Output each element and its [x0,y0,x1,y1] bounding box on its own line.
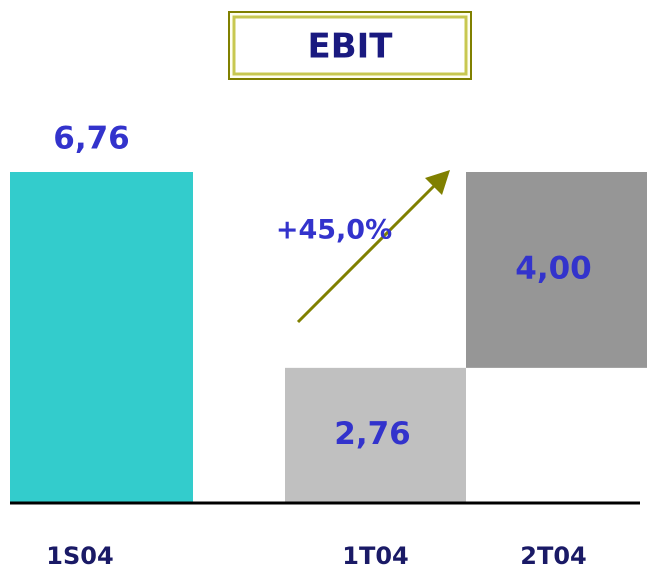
x-tick-label: 1S04 [46,542,113,570]
chart-title: EBIT [308,27,394,67]
arrow-shaft [296,182,438,324]
title-box-inner [232,15,468,76]
x-tick-label: 2T04 [520,542,586,570]
bar [285,367,466,503]
value-label: 6,76 [53,121,130,157]
value-label: 4,00 [515,250,592,286]
value-label: 2,76 [334,416,411,452]
annotation: +45,0% [276,215,392,246]
arrow-head [425,170,450,195]
bar [466,172,647,368]
x-tick-label: 1T04 [342,542,408,570]
bar [10,172,193,503]
